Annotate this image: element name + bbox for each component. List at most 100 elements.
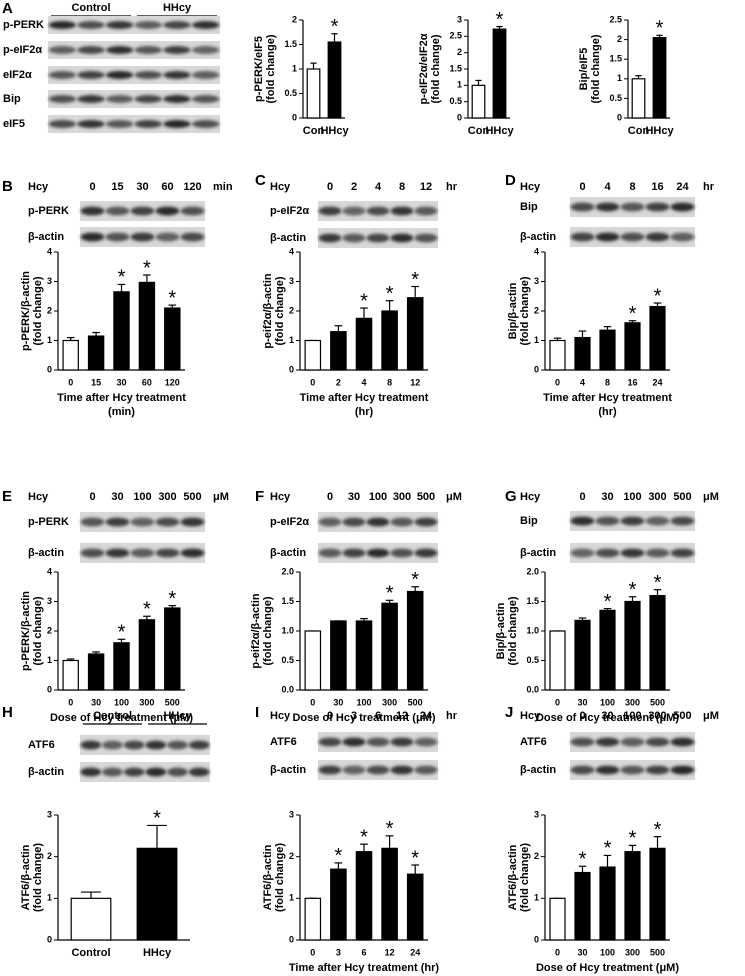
significance-mark: *	[386, 818, 394, 840]
blot-row-label: β-actin	[520, 547, 556, 559]
blot-row-label: β-actin	[520, 764, 556, 776]
x-tick-label: HHcy	[645, 125, 674, 137]
x-tick-label: 15	[91, 377, 101, 387]
bar	[113, 291, 130, 371]
blot-background	[48, 115, 220, 133]
lane-unit: μM	[213, 491, 229, 503]
y-tick-label: 1.5	[526, 596, 539, 606]
y-axis-label: Bip/eIF5	[578, 48, 590, 91]
blot-band	[645, 232, 670, 242]
blot-band	[620, 232, 645, 242]
y-tick-label: 1	[289, 893, 294, 903]
lane-label: 60	[161, 181, 173, 193]
bar	[304, 897, 322, 941]
blot-band	[105, 120, 134, 128]
x-tick-label: Control	[71, 947, 110, 959]
blot-row-label: ATF6	[28, 739, 55, 751]
blot-band	[414, 737, 438, 747]
lane-label: 120	[183, 181, 201, 193]
blot-band	[105, 95, 134, 103]
blot-band	[105, 206, 130, 216]
blot-band	[570, 516, 595, 526]
lane-label: 6	[375, 710, 381, 722]
y-tick-label: 0.5	[449, 96, 462, 106]
blot-background	[48, 41, 220, 59]
x-tick-label: 30	[116, 377, 126, 387]
y-tick-label: 4	[47, 566, 52, 576]
lane-label: 100	[623, 710, 641, 722]
bar	[549, 630, 566, 691]
bar	[113, 642, 130, 691]
blot-band	[390, 517, 414, 527]
blot-band	[155, 517, 180, 527]
bar	[406, 297, 424, 371]
blot-band	[645, 516, 670, 526]
lane-label: 30	[601, 491, 613, 503]
significance-mark: *	[629, 303, 637, 325]
y-tick-label: 0	[289, 364, 294, 374]
lane-unit: min	[213, 181, 233, 193]
blot-band	[570, 548, 595, 558]
y-tick-label: 2	[289, 851, 294, 861]
y-axis-label: (fold change)	[519, 276, 531, 345]
panel-label: H	[2, 704, 13, 721]
significance-mark: *	[654, 572, 662, 594]
group-label: HHcy	[163, 710, 192, 722]
y-axis-label: Bip/β-actin	[507, 282, 519, 339]
y-tick-label: 2.0	[526, 566, 539, 576]
blot-band	[645, 548, 670, 558]
lane-label: 0	[327, 710, 333, 722]
significance-mark: *	[656, 18, 664, 40]
blot-band	[48, 46, 77, 54]
blot-band	[414, 517, 438, 527]
y-tick-label: 1.5	[284, 39, 297, 49]
y-axis-label: (fold change)	[274, 843, 286, 912]
bar	[306, 68, 321, 119]
bar	[574, 336, 591, 371]
blot-band	[155, 206, 180, 216]
x-axis-label: (hr)	[355, 406, 374, 418]
blot-band	[620, 548, 645, 558]
y-axis-label: ATF6/β-actin	[262, 844, 274, 910]
blot-band	[342, 517, 366, 527]
y-axis-label: (fold change)	[590, 34, 602, 103]
bar	[649, 305, 666, 371]
x-tick-label: HHcy	[320, 125, 349, 137]
lane-label: 0	[579, 491, 585, 503]
y-tick-label: 0.0	[281, 684, 294, 694]
blot-band	[130, 517, 155, 527]
x-tick-label: 120	[165, 377, 180, 387]
bar	[330, 868, 347, 941]
lane-label: 4	[375, 181, 382, 193]
x-tick-label: 300	[625, 947, 640, 957]
significance-mark: *	[331, 16, 339, 38]
x-axis-label: Dose of Hcy treatment (μM)	[50, 712, 193, 724]
x-tick-label: 30	[577, 697, 587, 707]
blot-band	[130, 548, 155, 558]
lane-label: 300	[158, 491, 176, 503]
blot-band	[595, 548, 620, 558]
significance-mark: *	[579, 849, 587, 871]
blot-band	[155, 232, 180, 242]
blot-band	[414, 765, 438, 775]
blot-background	[80, 735, 210, 755]
lane-label: 500	[183, 491, 201, 503]
x-tick-label: 500	[165, 697, 180, 707]
blot-band	[105, 232, 130, 242]
blot-band	[105, 517, 130, 527]
x-tick-label: 30	[91, 697, 101, 707]
y-axis-label: (fold change)	[32, 276, 44, 345]
y-tick-label: 0	[457, 112, 462, 122]
blot-band	[595, 765, 620, 775]
y-tick-label: 1	[47, 655, 52, 665]
y-axis-label: p-PERK/eIF5	[253, 36, 265, 102]
y-axis-label: (fold change)	[519, 843, 531, 912]
lane-label: 0	[579, 710, 585, 722]
blot-background	[48, 90, 220, 108]
y-axis-label: (fold change)	[430, 34, 442, 103]
y-tick-label: 0.0	[526, 684, 539, 694]
blot-band	[570, 765, 595, 775]
bar	[327, 41, 342, 119]
bar	[649, 847, 666, 941]
y-tick-label: 2	[47, 305, 52, 315]
